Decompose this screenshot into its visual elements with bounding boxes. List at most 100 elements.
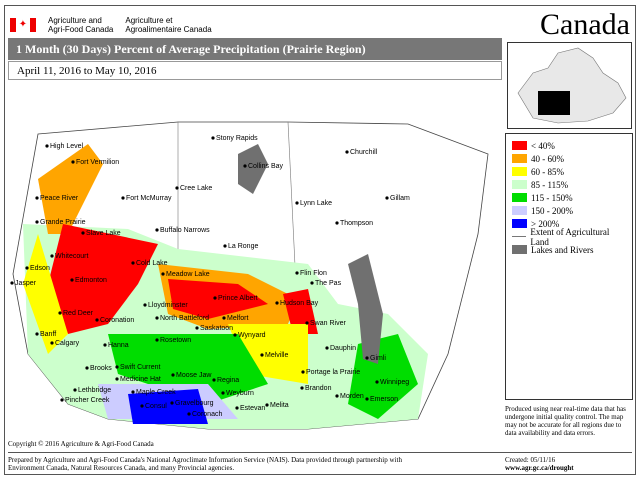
city-label: Maple Creek bbox=[136, 389, 176, 396]
city-marker bbox=[161, 272, 165, 276]
legend-label: 85 - 115% bbox=[531, 179, 569, 190]
legend-label: 150 - 200% bbox=[531, 205, 573, 216]
city-label: Melita bbox=[270, 402, 289, 409]
city-marker bbox=[155, 338, 159, 342]
city-marker bbox=[335, 394, 339, 398]
city-marker bbox=[385, 196, 389, 200]
map-frame bbox=[4, 5, 636, 475]
city-label: Melville bbox=[265, 352, 288, 359]
city-label: Cold Lake bbox=[136, 260, 168, 267]
city-marker bbox=[275, 301, 279, 305]
city-label: Edson bbox=[30, 265, 50, 272]
city-marker bbox=[213, 296, 217, 300]
city-label: Morden bbox=[340, 393, 364, 400]
city-label: Hanna bbox=[108, 342, 129, 349]
legend-item: 150 - 200% bbox=[512, 204, 626, 217]
city-marker bbox=[171, 373, 175, 377]
city-marker bbox=[25, 266, 29, 270]
city-marker bbox=[175, 186, 179, 190]
city-marker bbox=[35, 196, 39, 200]
prepared-line1: Prepared by Agriculture and Agri-Food Ca… bbox=[8, 456, 402, 464]
city-label: Edmonton bbox=[75, 277, 107, 284]
city-marker bbox=[95, 318, 99, 322]
city-marker bbox=[140, 404, 144, 408]
city-label: Swift Current bbox=[120, 364, 161, 371]
city-marker bbox=[70, 278, 74, 282]
dept-fr-line2: Agroalimentaire Canada bbox=[125, 25, 212, 34]
city-label: Consul bbox=[145, 403, 167, 410]
legend-item: 40 - 60% bbox=[512, 152, 626, 165]
city-marker bbox=[121, 196, 125, 200]
city-label: Buffalo Narrows bbox=[160, 227, 210, 234]
city-marker bbox=[115, 365, 119, 369]
city-label: Coronation bbox=[100, 317, 134, 324]
legend-label: 40 - 60% bbox=[531, 153, 564, 164]
legend-item: 115 - 150% bbox=[512, 191, 626, 204]
city-label: Lloydminster bbox=[148, 302, 188, 309]
city-label: Regina bbox=[217, 377, 239, 384]
legend-swatch bbox=[512, 245, 527, 254]
city-marker bbox=[325, 346, 329, 350]
legend-label: Extent of Agricultural Land bbox=[530, 226, 610, 247]
city-marker bbox=[35, 220, 39, 224]
city-label: Emerson bbox=[370, 396, 398, 403]
city-marker bbox=[345, 150, 349, 154]
city-marker bbox=[301, 370, 305, 374]
legend-item: Extent of Agricultural Land bbox=[512, 227, 626, 247]
city-label: Brooks bbox=[90, 365, 112, 372]
city-marker bbox=[71, 160, 75, 164]
city-marker bbox=[243, 164, 247, 168]
data-quality-note: Produced using near real-time data that … bbox=[505, 405, 626, 437]
legend-swatch bbox=[512, 180, 527, 189]
city-marker bbox=[85, 366, 89, 370]
city-marker bbox=[305, 321, 309, 325]
city-label: Brandon bbox=[305, 385, 332, 392]
city-marker bbox=[260, 353, 264, 357]
dept-en-line1: Agriculture and bbox=[48, 16, 102, 25]
legend-label: Lakes and Rivers bbox=[531, 244, 594, 255]
city-label: Slave Lake bbox=[86, 230, 121, 237]
city-label: Melfort bbox=[227, 315, 248, 322]
city-label: Cree Lake bbox=[180, 185, 212, 192]
city-label: Meadow Lake bbox=[166, 271, 210, 278]
city-marker bbox=[212, 378, 216, 382]
city-label: Fort Vermilion bbox=[76, 159, 119, 166]
city-marker bbox=[300, 386, 304, 390]
city-label: Flin Flon bbox=[300, 270, 327, 277]
canada-flag-icon: ✦ bbox=[10, 18, 36, 32]
city-marker bbox=[50, 341, 54, 345]
city-marker bbox=[365, 356, 369, 360]
city-label: Saskatoon bbox=[200, 325, 233, 332]
city-label: La Ronge bbox=[228, 243, 258, 250]
legend-item: 60 - 85% bbox=[512, 165, 626, 178]
legend-label: > 200% bbox=[531, 218, 560, 229]
legend-label: 60 - 85% bbox=[531, 166, 564, 177]
city-marker bbox=[187, 412, 191, 416]
footer-divider bbox=[8, 452, 632, 453]
legend-item: > 200% bbox=[512, 217, 626, 230]
city-marker bbox=[221, 391, 225, 395]
prepared-by: Prepared by Agriculture and Agri-Food Ca… bbox=[8, 456, 402, 472]
city-marker bbox=[365, 397, 369, 401]
city-marker bbox=[45, 144, 49, 148]
legend-swatch bbox=[512, 206, 527, 215]
city-label: Dauphin bbox=[330, 345, 356, 352]
canada-wordmark: Canada bbox=[540, 8, 630, 41]
website-url[interactable]: www.agr.gc.ca/drought bbox=[505, 464, 574, 472]
city-marker bbox=[295, 201, 299, 205]
legend-swatch bbox=[512, 219, 527, 228]
city-label: Winnipeg bbox=[380, 379, 409, 386]
city-marker bbox=[143, 303, 147, 307]
prepared-line2: Environment Canada, Natural Resources Ca… bbox=[8, 464, 235, 472]
city-marker bbox=[295, 271, 299, 275]
city-label: Lynn Lake bbox=[300, 200, 332, 207]
city-label: Coronach bbox=[192, 411, 222, 418]
city-marker bbox=[73, 388, 77, 392]
dept-fr-line1: Agriculture et bbox=[125, 16, 173, 25]
date-range: April 11, 2016 to May 10, 2016 bbox=[8, 61, 502, 80]
city-label: Hudson Bay bbox=[280, 300, 319, 307]
city-marker bbox=[222, 316, 226, 320]
city-marker bbox=[375, 380, 379, 384]
city-marker bbox=[211, 136, 215, 140]
city-label: Wynyard bbox=[238, 332, 266, 339]
